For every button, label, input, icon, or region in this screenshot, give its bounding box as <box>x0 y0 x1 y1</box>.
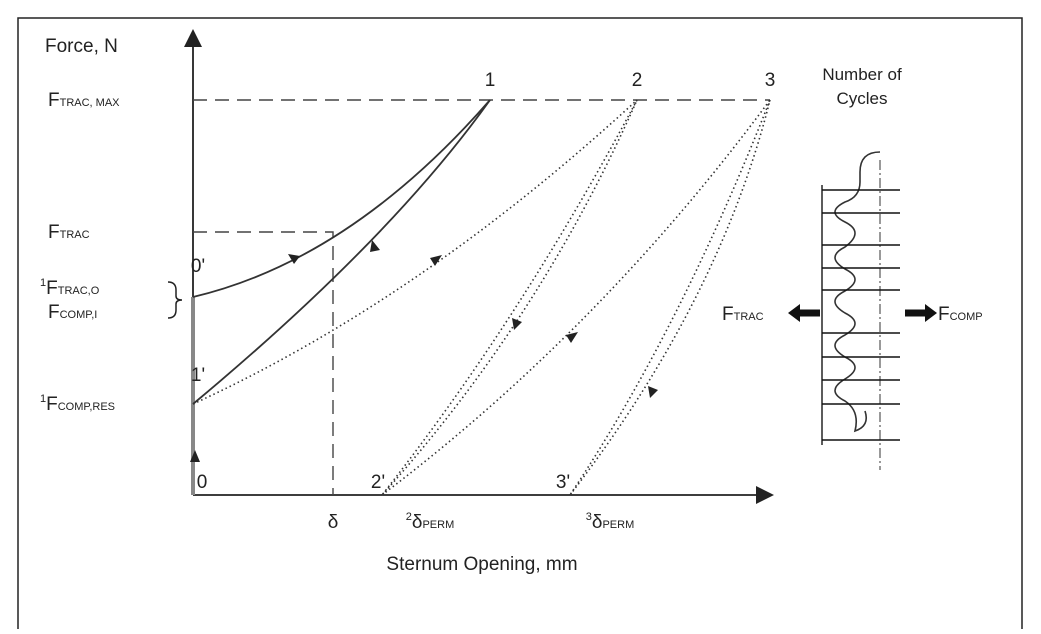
main: F <box>48 222 60 243</box>
subscript: PERM <box>602 519 634 531</box>
arrows <box>288 240 658 398</box>
point-label: 0 <box>197 472 208 493</box>
curve <box>569 99 771 496</box>
point-label: 1 <box>485 70 496 91</box>
curve <box>192 99 491 298</box>
subscript: TRAC, MAX <box>60 97 121 109</box>
curve <box>381 99 638 496</box>
point-label: 2 <box>632 70 643 91</box>
subscript: TRAC,O <box>58 285 100 297</box>
main: δ <box>328 512 339 533</box>
subscript: TRAC <box>60 229 90 241</box>
main: δ <box>412 512 423 533</box>
subscript: TRAC <box>734 311 764 323</box>
main: δ <box>592 512 603 533</box>
label: 2δPERM <box>406 511 454 533</box>
superscript: 1 <box>40 277 46 289</box>
subscript: COMP,I <box>60 309 98 321</box>
guide <box>193 231 334 495</box>
label: 1FTRAC,O <box>40 277 100 299</box>
subscript: PERM <box>422 519 454 531</box>
x-title: Sternum Opening, mm <box>386 554 577 575</box>
label: FTRAC, MAX <box>48 90 120 111</box>
subscript: COMP,RES <box>58 401 115 413</box>
y-title: Force, N <box>45 36 118 57</box>
curve <box>192 99 491 405</box>
curve <box>381 99 771 496</box>
label: FTRAC <box>722 304 764 325</box>
curve <box>192 99 638 405</box>
main: F <box>46 394 58 415</box>
brace <box>167 281 183 319</box>
point-label: 2' <box>371 472 385 493</box>
main: F <box>48 90 60 111</box>
label: 1FCOMP,RES <box>40 393 115 415</box>
label: FCOMP,I <box>48 302 97 323</box>
label: 3δPERM <box>586 511 634 533</box>
main: F <box>48 302 60 323</box>
main: F <box>722 304 734 325</box>
curve <box>569 99 771 496</box>
inset-title: Number of <box>822 65 902 84</box>
curve <box>381 99 638 496</box>
label: FCOMP <box>938 304 983 325</box>
inset-title: Cycles <box>836 89 887 108</box>
point-label: 0' <box>191 256 205 277</box>
point-label: 3' <box>556 472 570 493</box>
arrow <box>190 450 200 462</box>
superscript: 3 <box>586 511 592 523</box>
frame <box>17 17 1023 629</box>
main: F <box>46 278 58 299</box>
point-label: 1' <box>191 365 205 386</box>
subscript: COMP <box>950 311 983 323</box>
superscript: 1 <box>40 393 46 405</box>
main: F <box>938 304 950 325</box>
point-label: 3 <box>765 70 776 91</box>
label: δ <box>328 512 339 533</box>
inset-figure <box>795 151 930 470</box>
label: FTRAC <box>48 222 90 243</box>
superscript: 2 <box>406 511 412 523</box>
